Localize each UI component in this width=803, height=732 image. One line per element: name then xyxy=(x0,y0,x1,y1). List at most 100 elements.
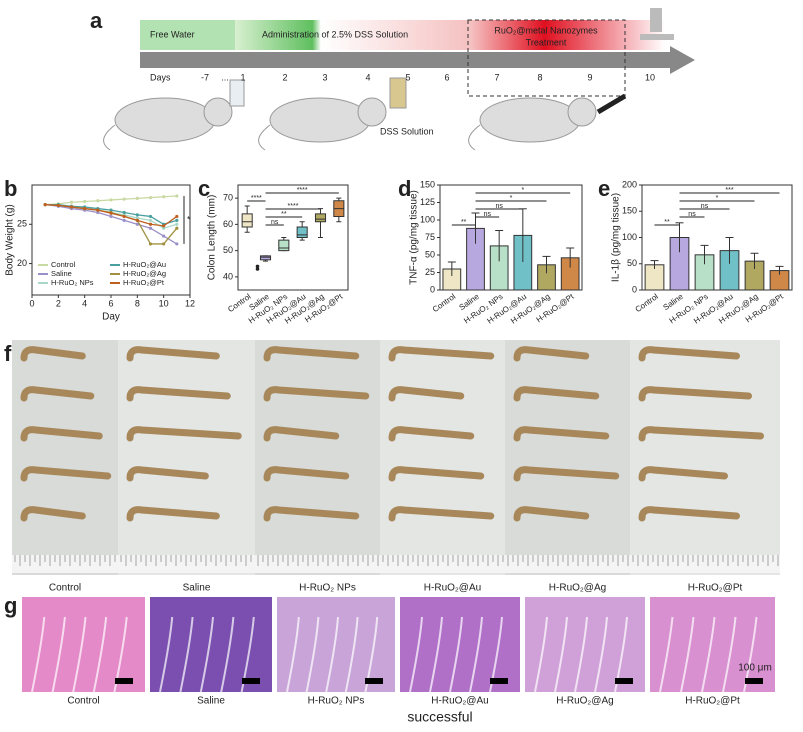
point xyxy=(109,211,113,215)
photo-panel xyxy=(12,340,118,575)
panel-label: g xyxy=(4,593,17,618)
tissue-fold xyxy=(534,616,548,693)
x-axis-label: Day xyxy=(102,312,120,323)
y-tick-label: 60 xyxy=(223,219,233,229)
legend-label: H-RuO₂@Ag xyxy=(123,269,166,278)
outlier xyxy=(255,264,260,269)
colon xyxy=(638,506,740,522)
box xyxy=(241,213,253,228)
legend-label: H-RuO₂@Pt xyxy=(123,278,165,287)
colon xyxy=(263,506,360,522)
colon xyxy=(388,346,495,362)
y-axis-label: Colon Length (mm) xyxy=(207,195,218,281)
tissue-fold xyxy=(325,616,339,693)
x-tick-label: Control xyxy=(431,292,457,314)
y-axis-label: TNF-α (pg/mg tissue) xyxy=(409,190,420,285)
y-tick-label: 50 xyxy=(223,245,233,255)
colon xyxy=(388,426,475,442)
photo-panel xyxy=(505,340,630,575)
day-label: 1 xyxy=(240,72,245,82)
x-tick-label: 0 xyxy=(29,298,34,308)
ruler xyxy=(630,555,780,573)
colon xyxy=(388,506,495,522)
tissue-fold xyxy=(286,616,300,693)
tissue-fold xyxy=(199,616,214,693)
significance-label: ns xyxy=(701,203,709,210)
histology-label: H-RuO₂@Au xyxy=(431,696,488,707)
outlier xyxy=(255,267,260,271)
colon xyxy=(638,426,764,442)
x-tick-label: 12 xyxy=(185,298,195,308)
point xyxy=(96,199,100,203)
tissue-fold xyxy=(220,616,235,693)
significance-label: ** xyxy=(664,219,670,226)
point xyxy=(56,203,60,208)
significance-label: * xyxy=(716,195,719,202)
photo-panel xyxy=(118,340,255,575)
microscope xyxy=(640,8,674,40)
x-tick-label: 10 xyxy=(159,298,169,308)
colon xyxy=(263,346,360,362)
point xyxy=(83,206,87,211)
colon xyxy=(513,466,620,482)
colon xyxy=(263,466,350,482)
scale-bar-label: 100 μm xyxy=(738,663,772,674)
point xyxy=(148,214,153,219)
tissue-fold xyxy=(72,616,87,693)
day-label: 8 xyxy=(537,72,542,82)
ruler xyxy=(380,555,505,573)
histology-image xyxy=(650,597,775,692)
point xyxy=(175,242,179,246)
histology-label: H-RuO₂ NPs xyxy=(308,696,365,707)
scale-bar xyxy=(242,678,260,684)
time-arrow xyxy=(140,46,695,74)
significance-label: ns xyxy=(484,211,492,218)
y-tick-label: 70 xyxy=(223,193,233,203)
y-tick-label: 150 xyxy=(420,179,435,189)
colon xyxy=(513,506,590,522)
tissue-fold xyxy=(92,616,108,693)
x-tick-label: 8 xyxy=(135,298,140,308)
significance-label: ns xyxy=(688,211,696,218)
point xyxy=(109,214,113,219)
point xyxy=(175,222,179,226)
y-tick-label: 25 xyxy=(17,219,27,229)
day-label: ... xyxy=(221,72,229,82)
colon xyxy=(263,386,370,402)
significance-label: * xyxy=(510,195,513,202)
phase-label: Free Water xyxy=(150,29,195,39)
tissue-fold xyxy=(159,616,174,693)
significance-label: **** xyxy=(288,203,299,210)
scale-bar xyxy=(115,678,133,684)
day-label: 7 xyxy=(494,72,499,82)
colon xyxy=(20,386,95,402)
histology-label: H-RuO₂@Ag xyxy=(556,696,613,707)
point xyxy=(135,216,139,220)
panel-label: c xyxy=(198,176,210,201)
tissue-fold xyxy=(409,616,423,693)
tissue-fold xyxy=(554,616,568,693)
point xyxy=(122,210,126,215)
point xyxy=(122,214,126,219)
significance-label: * xyxy=(521,187,524,194)
box xyxy=(278,239,290,252)
tissue-fold xyxy=(305,616,320,693)
y-axis-label: IL-1β (pg/mg tissue) xyxy=(611,193,622,282)
x-tick-label: Control xyxy=(634,292,660,314)
tissue-fold xyxy=(429,616,443,693)
days-label: Days xyxy=(150,72,171,82)
ruler xyxy=(255,555,380,573)
annotation: * xyxy=(187,214,191,224)
day-label: 6 xyxy=(444,72,449,82)
colon xyxy=(126,346,220,362)
y-tick-label: 0 xyxy=(430,284,435,294)
day-label: 10 xyxy=(645,72,655,82)
point xyxy=(96,208,100,212)
colon xyxy=(20,346,86,362)
significance-label: ns xyxy=(271,219,279,226)
colon xyxy=(638,346,740,362)
tissue-fold xyxy=(31,616,46,693)
tissue-fold xyxy=(51,616,66,693)
colon xyxy=(20,466,112,482)
